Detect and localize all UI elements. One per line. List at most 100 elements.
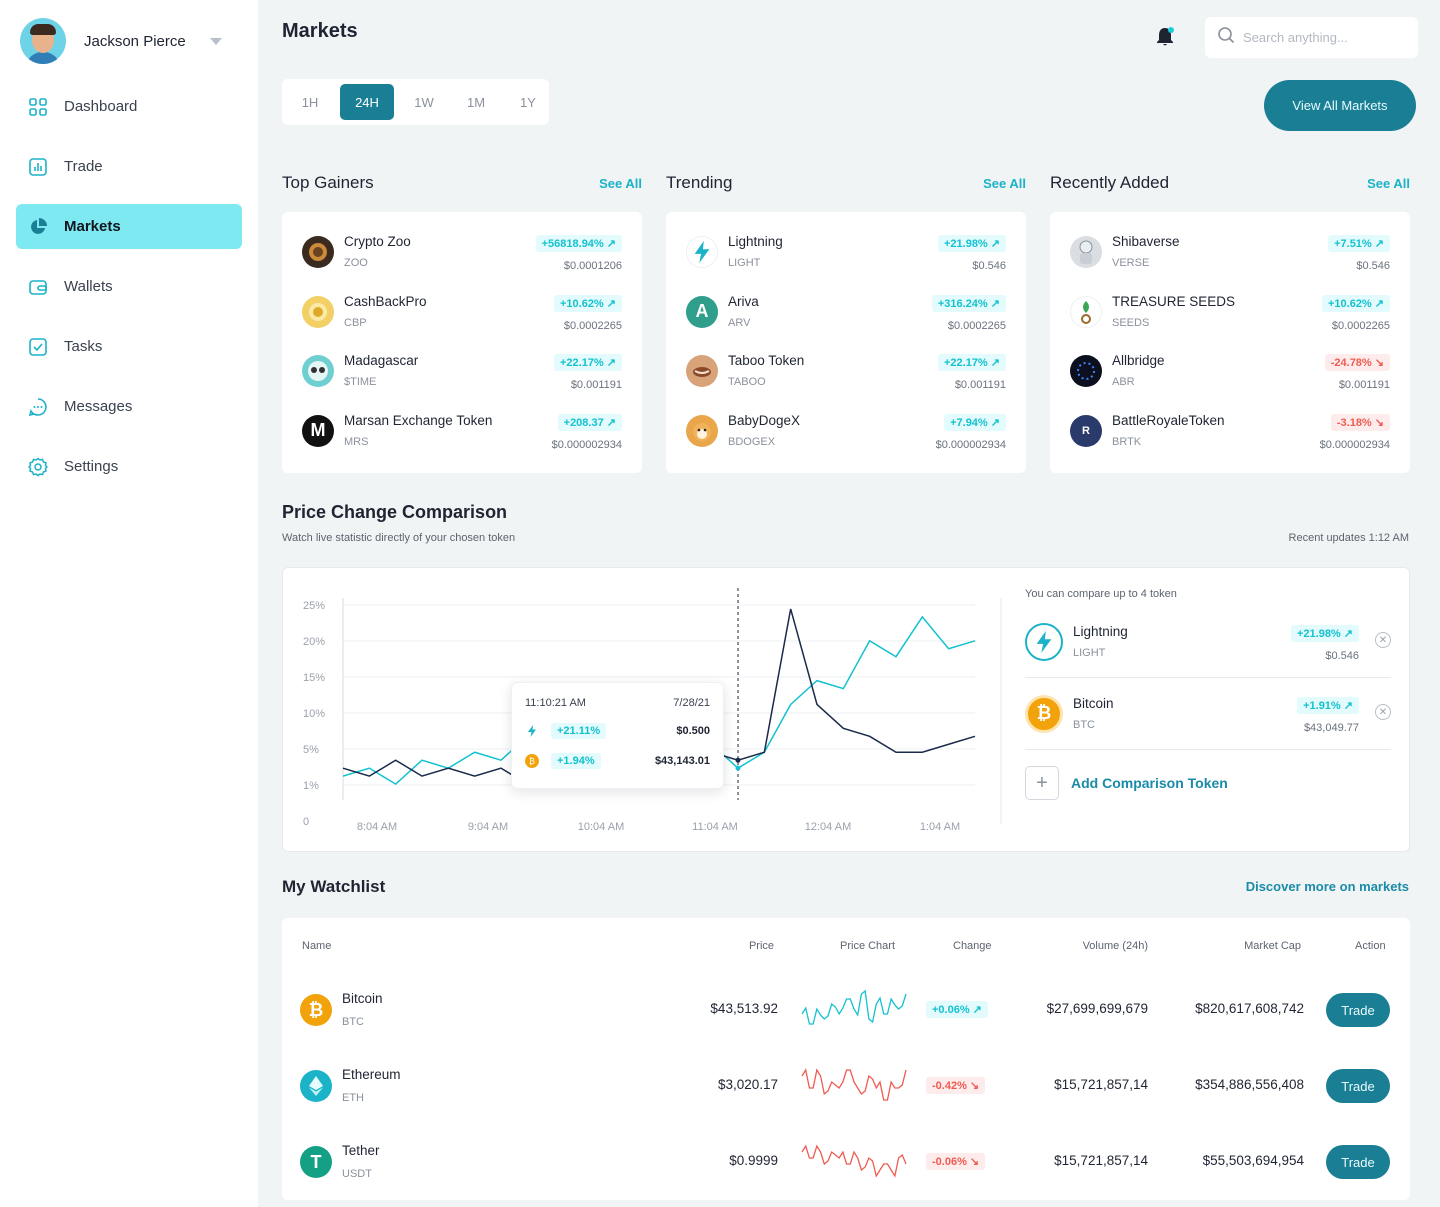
token-symbol: LIGHT [728,257,761,269]
col-name[interactable]: Name [302,940,332,952]
y-tick-label: 5% [303,744,319,756]
token-name: Lightning [1073,624,1128,639]
tether-icon: T [300,1146,332,1178]
arrow-up-right-icon: ↗ [987,238,1000,250]
hover-point [735,757,741,763]
plus-icon[interactable]: + [1025,766,1059,800]
sidebar-item-settings[interactable]: Settings [16,444,242,489]
add-comparison-token[interactable]: + Add Comparison Token [1025,766,1391,800]
list-item[interactable]: BabyDogeX BDOGEX +7.94% ↗ $0.000002934 [686,409,1006,469]
list-item[interactable]: TREASURE SEEDS SEEDS +10.62% ↗ $0.0002265 [1070,290,1390,350]
sidebar-item-label: Wallets [64,278,113,295]
discover-markets-link[interactable]: Discover more on markets [1245,879,1409,894]
token-stats: -24.78% ↘ $0.001191 [1324,353,1390,391]
cashbackpro-icon [302,295,334,328]
trade-button[interactable]: Trade [1326,993,1390,1027]
token-price: $0.546 [972,260,1006,272]
token-stats: +208.37 ↗ $0.000002934 [552,413,622,451]
search-input[interactable] [1243,30,1403,45]
col-change[interactable]: Change [953,940,992,952]
close-icon[interactable]: ✕ [1375,704,1391,720]
col-market-cap[interactable]: Market Cap [1244,940,1301,952]
view-all-markets-button[interactable]: View All Markets [1264,80,1416,131]
timeframe-1y[interactable]: 1Y [520,94,536,110]
list-item[interactable]: R BattleRoyaleToken BRTK -3.18% ↘ $0.0000029… [1070,409,1390,469]
price-comparison-card: 25% 20% 15% 10% 5% 1% 0 8:04 AM 9:04 AM 10:04 AM 1… [282,567,1410,852]
sidebar-item-messages[interactable]: Messages [16,384,242,429]
chevron-down-icon[interactable] [209,37,222,45]
timeframe-1w[interactable]: 1W [414,94,434,110]
y-tick-label: 15% [303,672,325,684]
table-row[interactable]: T Tether USDT $0.9999 -0.06% ↘ $15,721,857,14… [282,1128,1410,1198]
token-name: Lightning [728,234,783,249]
bell-icon[interactable] [1154,26,1176,48]
market-cap-cell: $354,886,556,408 [1195,1077,1304,1092]
top-gainers-see-all-link[interactable]: See All [599,175,642,191]
token-price: $0.001191 [954,379,1006,391]
compare-token-row[interactable]: Lightning LIGHT +21.98% ↗ $0.546 ✕ [1025,606,1391,678]
token-price: $0.001191 [570,379,622,391]
list-item[interactable]: Madagascar $TIME +22.17% ↗ $0.001191 [302,349,622,409]
timeframe-1m[interactable]: 1M [466,94,486,110]
tooltip-value: $43,143.01 [654,755,710,767]
user-profile[interactable]: Jackson Pierce [20,18,240,64]
x-tick-label: 10:04 AM [578,821,624,833]
list-item[interactable]: Lightning LIGHT +21.98% ↗ $0.546 [686,230,1006,290]
token-stats: +21.98% ↗ $0.546 [937,234,1006,272]
arrow-up-right-icon: ↗ [1340,700,1353,712]
sidebar-item-dashboard[interactable]: Dashboard [16,84,242,129]
list-item[interactable]: CashBackPro CBP +10.62% ↗ $0.0002265 [302,290,622,350]
token-symbol: CBP [344,316,367,329]
sidebar-item-wallets[interactable]: Wallets [16,264,242,309]
change-badge: +1.91% ↗ [1297,697,1359,714]
bitcoin-icon: ₿ [300,994,332,1026]
token-price: $0.0002265 [947,319,1006,332]
tooltip-time: 11:10:21 AM [525,697,586,709]
lightning-icon [525,724,539,738]
list-item[interactable]: Taboo Token TABOO +22.17% ↗ $0.001191 [686,349,1006,409]
col-price[interactable]: Price [748,940,774,952]
token-name: BattleRoyaleToken [1112,412,1225,428]
list-item[interactable]: M Marsan Exchange Token MRS +208.37 ↗ $0.000… [302,409,622,469]
trade-button[interactable]: Trade [1326,1145,1390,1179]
token-name: Allbridge [1112,353,1165,368]
arrow-up-right-icon: ↗ [987,297,1000,310]
token-symbol: ZOO [344,257,368,269]
top-gainers-title: Top Gainers [282,173,374,192]
token-price: $0.000002934 [1319,438,1390,451]
table-row[interactable]: Ethereum ETH $3,020.17 -0.42% ↘ $15,721,857,… [282,1052,1410,1122]
list-item[interactable]: A Ariva ARV +316.24% ↗ $0.0002265 [686,290,1006,350]
token-stats: +56818.94% ↗ $0.0001206 [535,234,622,272]
add-comparison-label[interactable]: Add Comparison Token [1071,775,1228,791]
timeframe-24h[interactable]: 24H [340,84,394,120]
chart-icon [28,157,48,177]
change-badge: +10.62% ↗ [553,294,622,312]
price-change-chart[interactable]: 25% 20% 15% 10% 5% 1% 0 8:04 AM 9:04 AM 10:04 AM 1… [283,568,1003,853]
timeframe-1h[interactable]: 1H [301,94,319,110]
col-volume[interactable]: Volume (24h) [1082,940,1148,952]
token-info: Bitcoin BTC [1073,696,1114,731]
trending-see-all-link[interactable]: See All [983,175,1026,191]
list-item[interactable]: Shibaverse VERSE +7.51% ↗ $0.546 [1070,230,1390,290]
arrow-up-right-icon: ↗ [1340,628,1353,640]
token-info: Crypto Zoo ZOO [344,234,411,269]
token-name: BabyDogeX [728,412,801,428]
table-row[interactable]: ₿ Bitcoin BTC $43,513.92 +0.06% ↗ $27,699,699… [282,976,1410,1046]
list-item[interactable]: Allbridge ABR -24.78% ↘ $0.001191 [1070,349,1390,409]
sidebar-item-markets[interactable]: Markets [16,204,242,249]
token-stats: -3.18% ↘ $0.000002934 [1320,413,1390,451]
search-box[interactable] [1205,17,1418,58]
list-item[interactable]: Crypto Zoo ZOO +56818.94% ↗ $0.0001206 [302,230,622,290]
token-info: BattleRoyaleToken BRTK [1112,413,1225,448]
change-value: -0.42% [932,1080,967,1092]
sidebar-item-tasks[interactable]: Tasks [16,324,242,369]
recently-added-card: Shibaverse VERSE +7.51% ↗ $0.546 TREASURE SE… [1050,212,1410,473]
recently-added-see-all-link[interactable]: See All [1367,175,1410,191]
token-name: Tether [342,1143,380,1158]
close-icon[interactable]: ✕ [1375,632,1391,648]
compare-token-row[interactable]: ₿ Bitcoin BTC +1.91% ↗ $43,049.77 ✕ [1025,678,1391,750]
trade-button[interactable]: Trade [1326,1069,1390,1103]
sidebar-item-trade[interactable]: Trade [16,144,242,189]
arrow-down-right-icon: ↘ [1371,416,1384,429]
token-symbol: $TIME [344,376,377,388]
